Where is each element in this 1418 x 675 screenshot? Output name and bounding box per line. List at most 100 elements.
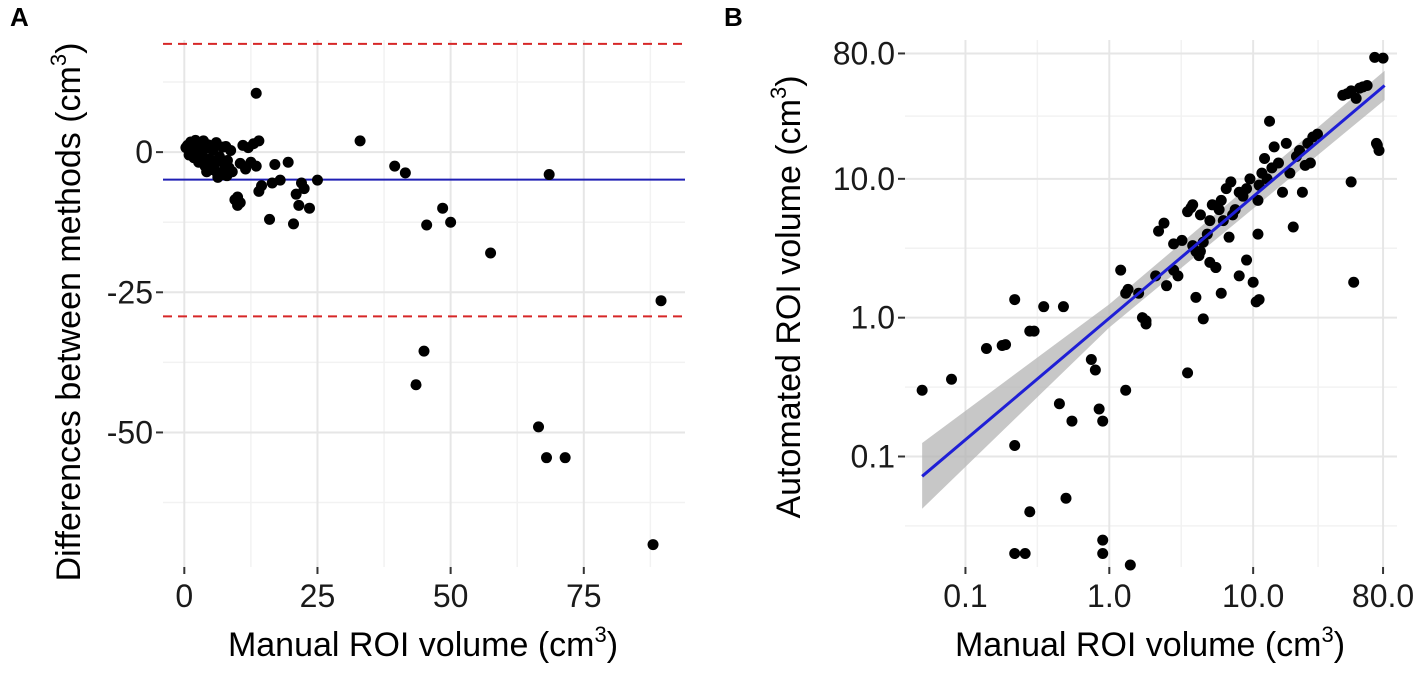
panel-b-data-point [1361, 80, 1373, 92]
panel-b-data-point [1122, 283, 1134, 295]
panel-a-data-point [541, 452, 553, 464]
panel-b-data-point [1168, 238, 1180, 250]
panel-a-data-point [269, 158, 281, 170]
panel-a-data-point [234, 197, 246, 209]
panel-b-data-point [946, 373, 958, 385]
panel-b-data-point [1019, 548, 1031, 560]
panel-a-data-point [655, 295, 667, 307]
panel-b-data-point [1377, 52, 1389, 64]
panel-a-data-point [543, 169, 555, 181]
panel-b-data-point [1153, 225, 1165, 237]
panel-b-data-point [1066, 415, 1078, 427]
panel-b-chart: 0.1 1.0 10.0 80.0 0.1 1.0 10.0 80.0 Manual ROI … [766, 35, 1414, 664]
panel-a-data-point [410, 379, 422, 391]
panel-b-data-point [1093, 403, 1105, 415]
panel-a-data-point [559, 452, 571, 464]
panel-b-letter: B [724, 2, 743, 32]
panel-b-data-point [1348, 276, 1360, 288]
panel-b-data-point [1176, 234, 1188, 246]
panel-a-data-point [298, 183, 310, 195]
panel-b-data-point [1223, 231, 1235, 243]
panel-b-data-point [1284, 167, 1296, 179]
panel-b-data-point [1009, 548, 1021, 560]
panel-b-data-point [916, 384, 928, 396]
panel-a-x-tick-label: 25 [300, 578, 336, 614]
panel-a-data-point [288, 218, 299, 230]
panel-b-data-point [1210, 261, 1222, 273]
panel-a-chart: 0 25 50 75 0 -25 -50 Manual ROI volume (cm3) D… [46, 40, 685, 664]
panel-a-grid [163, 40, 685, 567]
panel-b-data-point [1182, 367, 1194, 379]
panel-a-data-point [253, 135, 265, 147]
panel-a-data-point [389, 160, 401, 172]
panel-b-grid [905, 40, 1397, 567]
panel-b-x-axis-title: Manual ROI volume (cm3) [955, 622, 1345, 664]
panel-a-reference-lines [163, 42, 685, 318]
panel-b-data-point [1233, 270, 1245, 282]
panel-a-letter: A [10, 2, 29, 32]
panel-b-data-point [1311, 128, 1323, 140]
panel-b-data-point [1287, 221, 1299, 233]
panel-b-data-point [1264, 115, 1276, 127]
panel-a-data-point [253, 185, 265, 197]
panel-a-data-point [437, 202, 449, 214]
panel-b-fit-line [921, 84, 1386, 478]
panel-b-data-point [1197, 313, 1209, 325]
panel-b-data-point [1373, 144, 1385, 156]
panel-b-data-point [1350, 92, 1362, 104]
panel-a-data-point [311, 174, 323, 186]
panel-b-y-tick-label: 10.0 [833, 161, 895, 197]
panel-b-data-point [1120, 384, 1132, 396]
panel-b-x-tick-label: 0.1 [943, 578, 987, 614]
panel-b-data-point [1241, 183, 1253, 195]
panel-a-data-point [290, 188, 302, 200]
panel-b-x-tick-label: 10.0 [1222, 578, 1284, 614]
panel-b-data-point [1024, 506, 1036, 518]
panel-b-data-point [1187, 199, 1199, 211]
panel-b-data-point [1252, 228, 1264, 240]
panel-a-data-point [399, 167, 411, 179]
panel-b-data-point [1345, 176, 1357, 188]
panel-a-data-point [354, 135, 366, 147]
panel-a-data-point [293, 199, 305, 211]
panel-b-data-point [1204, 215, 1216, 227]
panel-a-x-tick-label: 0 [175, 578, 193, 614]
panel-a-data-point [221, 170, 233, 182]
panel-a-data-point [533, 421, 545, 433]
panel-a-x-tick-label: 50 [433, 578, 469, 614]
panel-b-data-point [1194, 245, 1206, 257]
panel-a-data-point [274, 174, 286, 186]
panel-b-data-point [1253, 294, 1265, 306]
panel-b-axes: 0.1 1.0 10.0 80.0 0.1 1.0 10.0 80.0 [833, 35, 1414, 614]
panel-a-data-point [303, 202, 315, 214]
panel-b-data-point [1296, 186, 1308, 198]
panel-b-data-point [1024, 325, 1036, 337]
panel-b-x-tick-label: 1.0 [1087, 578, 1131, 614]
panel-b-data-point [1213, 204, 1225, 216]
panel-b-data-point [1225, 176, 1237, 188]
panel-a-data-point [647, 539, 659, 551]
panel-b-data-point [1304, 157, 1316, 169]
panel-b-data-point [1124, 559, 1136, 571]
panel-b-data-point [1158, 217, 1170, 229]
panel-b-y-tick-label: 0.1 [851, 439, 895, 475]
panel-b-data-point [1247, 276, 1259, 288]
panel-b-data-point [1038, 301, 1050, 313]
panel-b-data-point [1097, 548, 1109, 560]
panel-b-y-axis-title: Automated ROI volume (cm3) [766, 75, 808, 518]
panel-b-data-point [1161, 280, 1173, 292]
panel-b-data-point [1369, 51, 1381, 63]
panel-b-data-point [1194, 209, 1206, 221]
panel-b-y-tick-label: 80.0 [833, 35, 895, 71]
panel-a-y-tick-label: 0 [135, 134, 153, 170]
panel-b-data-point [1009, 440, 1021, 452]
panel-a-data-point [250, 160, 262, 172]
panel-b-data-point [1277, 186, 1289, 198]
panel-b-data-point [1097, 534, 1109, 546]
panel-b-x-tick-label: 80.0 [1352, 578, 1414, 614]
panel-b-data-point [1259, 153, 1271, 165]
panel-b-y-tick-label: 1.0 [851, 300, 895, 336]
panel-a-data-point [418, 345, 430, 357]
panel-b-data-point [1272, 157, 1284, 169]
panel-a-data-point [421, 219, 433, 231]
